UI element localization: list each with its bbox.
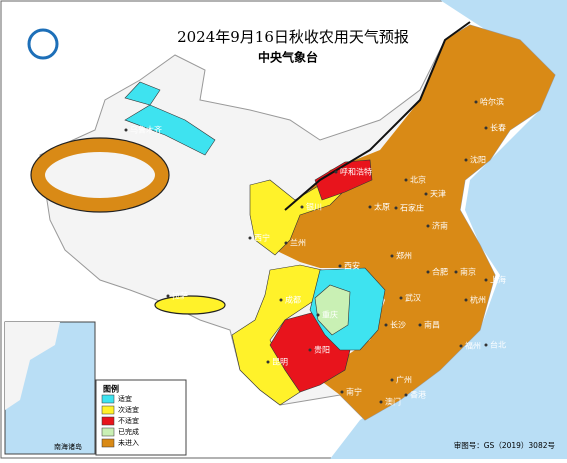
- region-yellow: [154, 295, 226, 315]
- city-dot: [394, 206, 398, 210]
- region-orange-ring: [31, 138, 169, 212]
- city-label: 南昌: [424, 320, 440, 330]
- city-label: 香港: [410, 390, 426, 400]
- inset-land: [5, 322, 60, 410]
- city-label: 西安: [344, 261, 360, 271]
- city-label: 杭州: [470, 295, 486, 305]
- city-dot: [300, 205, 304, 209]
- city-dot: [316, 313, 320, 317]
- city-dot: [484, 278, 488, 282]
- city-dot: [464, 298, 468, 302]
- city-dot: [404, 178, 408, 182]
- city-dot: [464, 158, 468, 162]
- city-label: 银川: [306, 202, 322, 212]
- city-dot: [334, 170, 338, 174]
- logo: [27, 28, 59, 60]
- region-green: [314, 284, 351, 336]
- city-dot: [459, 344, 463, 348]
- city-label: 西宁: [254, 233, 270, 243]
- city-label: 沈阳: [470, 155, 486, 165]
- city-dot: [404, 393, 408, 397]
- city-dot: [124, 128, 128, 132]
- city-dot: [379, 400, 383, 404]
- region-outline: [30, 137, 170, 213]
- legend-label: 适宜: [118, 394, 132, 403]
- legend-swatch: [101, 416, 115, 426]
- region-red: [314, 159, 373, 201]
- title: 2024年9月16日秋收农用天气预报: [177, 28, 409, 46]
- city-label: 天津: [430, 189, 446, 199]
- city-dot: [338, 264, 342, 268]
- city-label: 兰州: [290, 238, 306, 248]
- approval-number: 审图号：GS（2019）3082号: [454, 440, 555, 450]
- city-label: 济南: [432, 221, 448, 231]
- city-label: 长春: [490, 123, 506, 133]
- city-dot: [454, 270, 458, 274]
- city-label: 昆明: [272, 358, 288, 367]
- city-dot: [248, 236, 252, 240]
- city-dot: [426, 224, 430, 228]
- city-label: 台北: [490, 340, 506, 350]
- city-dot: [484, 343, 488, 347]
- legend-swatch: [101, 405, 115, 415]
- legend-title: 图例: [103, 384, 119, 394]
- city-dot: [340, 390, 344, 394]
- region-cyan: [124, 81, 216, 156]
- city-label: 太原: [374, 202, 390, 212]
- legend-label: 已完成: [118, 427, 139, 436]
- city-dot: [399, 296, 403, 300]
- region-orange: [265, 25, 555, 420]
- city-dot: [368, 205, 372, 209]
- city-dot: [426, 270, 430, 274]
- city-label: 哈尔滨: [480, 97, 504, 107]
- boundary-line: [284, 21, 471, 211]
- city-dot: [266, 360, 270, 364]
- city-dot: [418, 323, 422, 327]
- legend-swatch: [101, 427, 115, 437]
- city-label: 长沙: [390, 320, 406, 330]
- city-label: 福州: [465, 342, 481, 351]
- city-label: 呼和浩特: [340, 167, 372, 177]
- city-label: 郑州: [396, 251, 412, 261]
- city-label: 合肥: [432, 267, 448, 277]
- city-label: 拉萨: [172, 291, 188, 301]
- legend-swatch: [101, 438, 115, 448]
- legend-label: 未进入: [118, 438, 139, 447]
- city-label: 石家庄: [400, 203, 424, 213]
- legend-swatch: [101, 394, 115, 404]
- city-label: 南宁: [346, 387, 362, 397]
- legend-label: 不适宜: [118, 416, 139, 425]
- city-label: 贵阳: [314, 345, 330, 355]
- city-dot: [284, 241, 288, 245]
- city-dot: [390, 378, 394, 382]
- city-dot: [424, 192, 428, 196]
- city-dot: [279, 298, 283, 302]
- city-dot: [166, 294, 170, 298]
- city-label: 武汉: [405, 293, 421, 303]
- city-label: 南京: [460, 267, 476, 277]
- city-label: 乌鲁木齐: [130, 125, 162, 135]
- city-label: 澳门: [385, 397, 401, 407]
- legend-label: 次适宜: [118, 405, 139, 414]
- city-label: 广州: [396, 375, 412, 385]
- city-dot: [474, 100, 478, 104]
- city-dot: [308, 348, 312, 352]
- inset-label: 南海诸岛: [54, 442, 82, 451]
- city-dot: [384, 323, 388, 327]
- city-dot: [390, 254, 394, 258]
- city-label: 重庆: [322, 310, 338, 320]
- city-label: 成都: [285, 295, 301, 305]
- city-label: 上海: [490, 275, 506, 285]
- city-label: 北京: [410, 175, 426, 185]
- sea: [330, 0, 567, 459]
- subtitle: 中央气象台: [258, 50, 318, 65]
- city-dot: [484, 126, 488, 130]
